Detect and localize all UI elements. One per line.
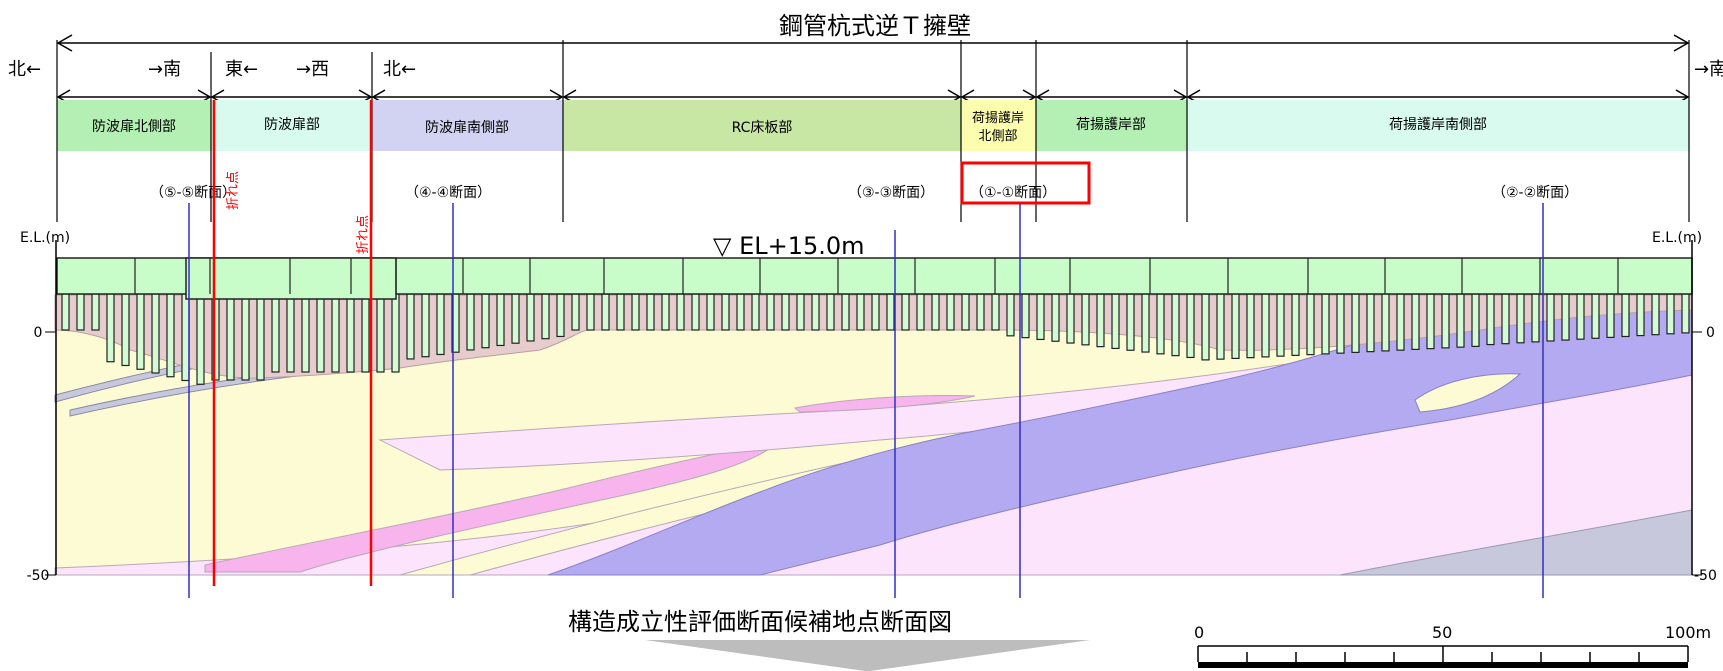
highlight-box	[960, 161, 1091, 205]
y-axis-label-right: E.L.(m)	[1652, 230, 1702, 246]
segment-label-7: 荷揚護岸南側部	[1389, 116, 1487, 133]
section-cut-lines	[188, 203, 1544, 598]
scale-label-100: 100m	[1665, 623, 1711, 642]
south-label: →南	[148, 59, 181, 80]
overall-dimension: 鋼管杭式逆Ｔ擁壁	[56, 10, 1690, 52]
steel-pipe-piles	[61, 293, 1690, 385]
segment-band-5	[961, 100, 1036, 151]
y-tick-0-left: 0	[34, 325, 43, 341]
figure-caption: 構造成立性評価断面候補地点断面図	[568, 608, 952, 636]
south-label-right: →南	[1694, 59, 1723, 80]
segment-label-5a: 荷揚護岸	[972, 110, 1024, 126]
segment-label-4: RC床板部	[732, 120, 793, 136]
north-label-2: 北←	[383, 59, 416, 80]
north-label-left: 北←	[8, 59, 41, 80]
section-label-3: （③-③断面）	[848, 185, 934, 201]
section-labels: （⑤-⑤断面） （④-④断面） （③-③断面） （①-①断面） （②-②断面）	[150, 185, 1578, 201]
segment-band-7	[1187, 100, 1690, 151]
west-label: →西	[296, 59, 329, 80]
segment-label-5b: 北側部	[978, 129, 1017, 144]
east-label: 東←	[225, 59, 258, 80]
segment-band-3	[372, 100, 563, 151]
scale-bar: 0 50 100m	[1194, 623, 1711, 668]
scale-label-50: 50	[1432, 623, 1452, 642]
structure-title: 鋼管杭式逆Ｔ擁壁	[779, 12, 971, 40]
bend-point-label-2: 折れ点	[356, 215, 371, 254]
section-label-2: （②-②断面）	[1492, 185, 1578, 201]
section-label-4: （④-④断面）	[405, 185, 491, 201]
bend-point-lines	[212, 100, 373, 586]
scale-label-0: 0	[1194, 623, 1204, 642]
el-marker: ▽ EL+15.0m	[713, 232, 865, 260]
y-tick-minus50-left: -50	[27, 568, 50, 584]
segment-band-6	[1036, 100, 1187, 151]
segment-label-1: 防波扉北側部	[92, 119, 176, 135]
section-label-1: （①-①断面）	[970, 185, 1056, 201]
left-axis: E.L.(m) 0 -50	[20, 230, 70, 584]
direction-labels: 北← →南 東← →西 北← →南	[8, 59, 1723, 80]
segment-label-3: 防波扉南側部	[425, 120, 509, 136]
segment-band-4	[563, 100, 961, 151]
segment-band-2	[211, 100, 372, 151]
segment-band-1	[57, 100, 211, 151]
bend-point-label-1: 折れ点	[226, 171, 241, 210]
y-tick-0-right: 0	[1706, 325, 1715, 341]
segment-label-6: 荷揚護岸部	[1076, 116, 1146, 133]
y-axis-label-left: E.L.(m)	[20, 230, 70, 246]
down-arrow	[645, 640, 1090, 671]
section-label-5: （⑤-⑤断面）	[150, 185, 236, 201]
segment-label-2: 防波扉部	[264, 117, 320, 133]
segment-bands: 防波扉北側部 防波扉部 防波扉南側部 RC床板部 荷揚護岸 北側部 荷揚護岸部 …	[57, 100, 1690, 151]
y-tick-minus50-right: -50	[1694, 568, 1717, 584]
right-axis: E.L.(m) 0 -50	[1652, 230, 1717, 584]
cap-beam	[56, 257, 1693, 300]
